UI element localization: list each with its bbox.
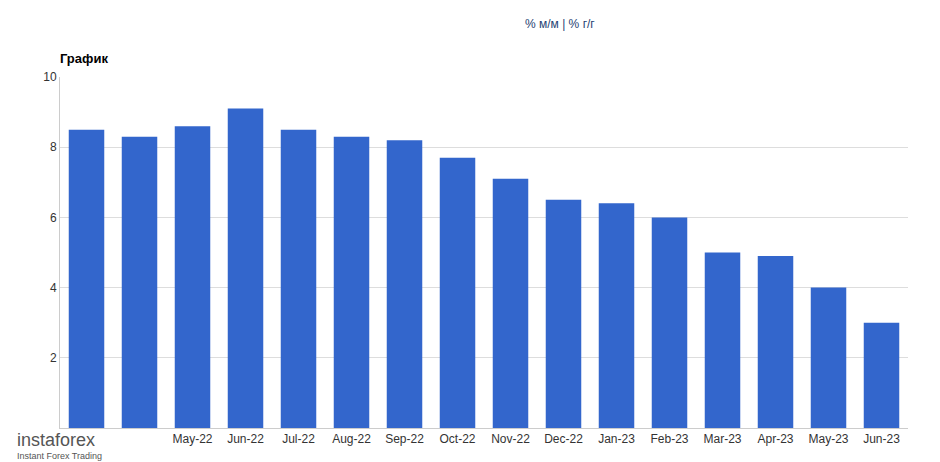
svg-text:May-22: May-22 <box>172 432 212 446</box>
svg-text:График: График <box>60 51 108 66</box>
svg-text:Apr-23: Apr-23 <box>757 432 793 446</box>
svg-text:% м/м | % г/г: % м/м | % г/г <box>525 17 595 31</box>
svg-text:2: 2 <box>50 351 57 365</box>
svg-text:May-23: May-23 <box>808 432 848 446</box>
svg-text:4: 4 <box>50 281 57 295</box>
svg-text:Sep-22: Sep-22 <box>385 432 424 446</box>
svg-text:Aug-22: Aug-22 <box>332 432 371 446</box>
svg-text:Feb-23: Feb-23 <box>650 432 688 446</box>
svg-text:Jul-22: Jul-22 <box>282 432 315 446</box>
svg-text:Jan-23: Jan-23 <box>598 432 635 446</box>
svg-text:6: 6 <box>50 211 57 225</box>
svg-text:Jun-22: Jun-22 <box>227 432 264 446</box>
svg-text:Jun-23: Jun-23 <box>863 432 900 446</box>
svg-text:Mar-23: Mar-23 <box>703 432 741 446</box>
svg-text:instaforex: instaforex <box>17 430 95 450</box>
svg-text:8: 8 <box>50 140 57 154</box>
svg-text:Dec-22: Dec-22 <box>544 432 583 446</box>
svg-text:Nov-22: Nov-22 <box>491 432 530 446</box>
svg-text:Instant Forex Trading: Instant Forex Trading <box>17 451 102 461</box>
svg-text:10: 10 <box>43 70 57 84</box>
svg-text:Oct-22: Oct-22 <box>439 432 475 446</box>
